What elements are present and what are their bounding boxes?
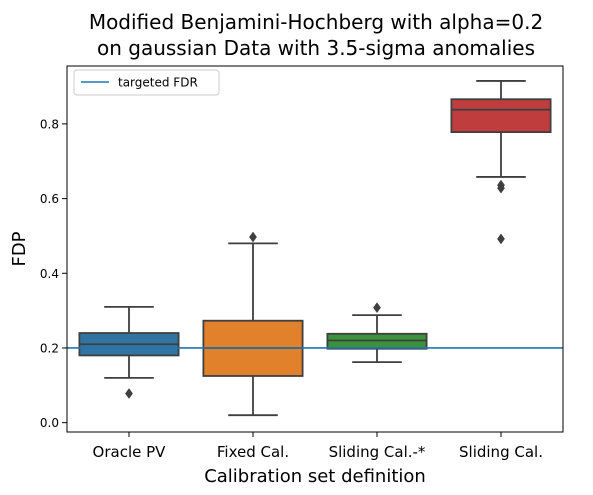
outlier-point [497,233,505,245]
box-group [202,231,304,417]
box-iqr [450,98,552,134]
outlier-point [497,179,505,191]
x-tick-label: Sliding Cal. [459,443,543,461]
y-tick-label: 0.8 [40,117,59,131]
legend-label-targeted-fdr: targeted FDR [118,76,198,90]
y-axis-label: FDP [9,231,30,266]
x-tick-label: Oracle PV [93,443,167,461]
legend: targeted FDR [73,69,220,96]
y-tick-label: 0.4 [40,267,59,281]
plot-area [67,80,563,417]
box-group [450,80,552,245]
x-axis: Oracle PV Fixed Cal. Sliding Cal.-* Sliding… [93,432,543,461]
chart-title-line-1: Modified Benjamini-Hochberg with alpha=0… [89,10,543,34]
y-axis: 0.0 0.2 0.4 0.6 0.8 [40,117,67,430]
box-group [326,302,428,364]
x-tick-label: Fixed Cal. [217,443,289,461]
y-tick-label: 0.2 [40,341,59,355]
y-tick-label: 0.6 [40,192,59,206]
axes-frame [66,65,564,433]
x-axis-label: Calibration set definition [204,466,426,487]
outlier-point [249,231,257,243]
legend-frame [73,69,220,96]
box-group [78,305,180,399]
chart-title-line-2: on gaussian Data with 3.5-sigma anomalie… [97,36,535,60]
x-tick-label: Sliding Cal.-* [329,443,426,461]
outlier-point [125,388,133,399]
outlier-point [373,302,381,314]
y-tick-label: 0.0 [40,416,59,430]
